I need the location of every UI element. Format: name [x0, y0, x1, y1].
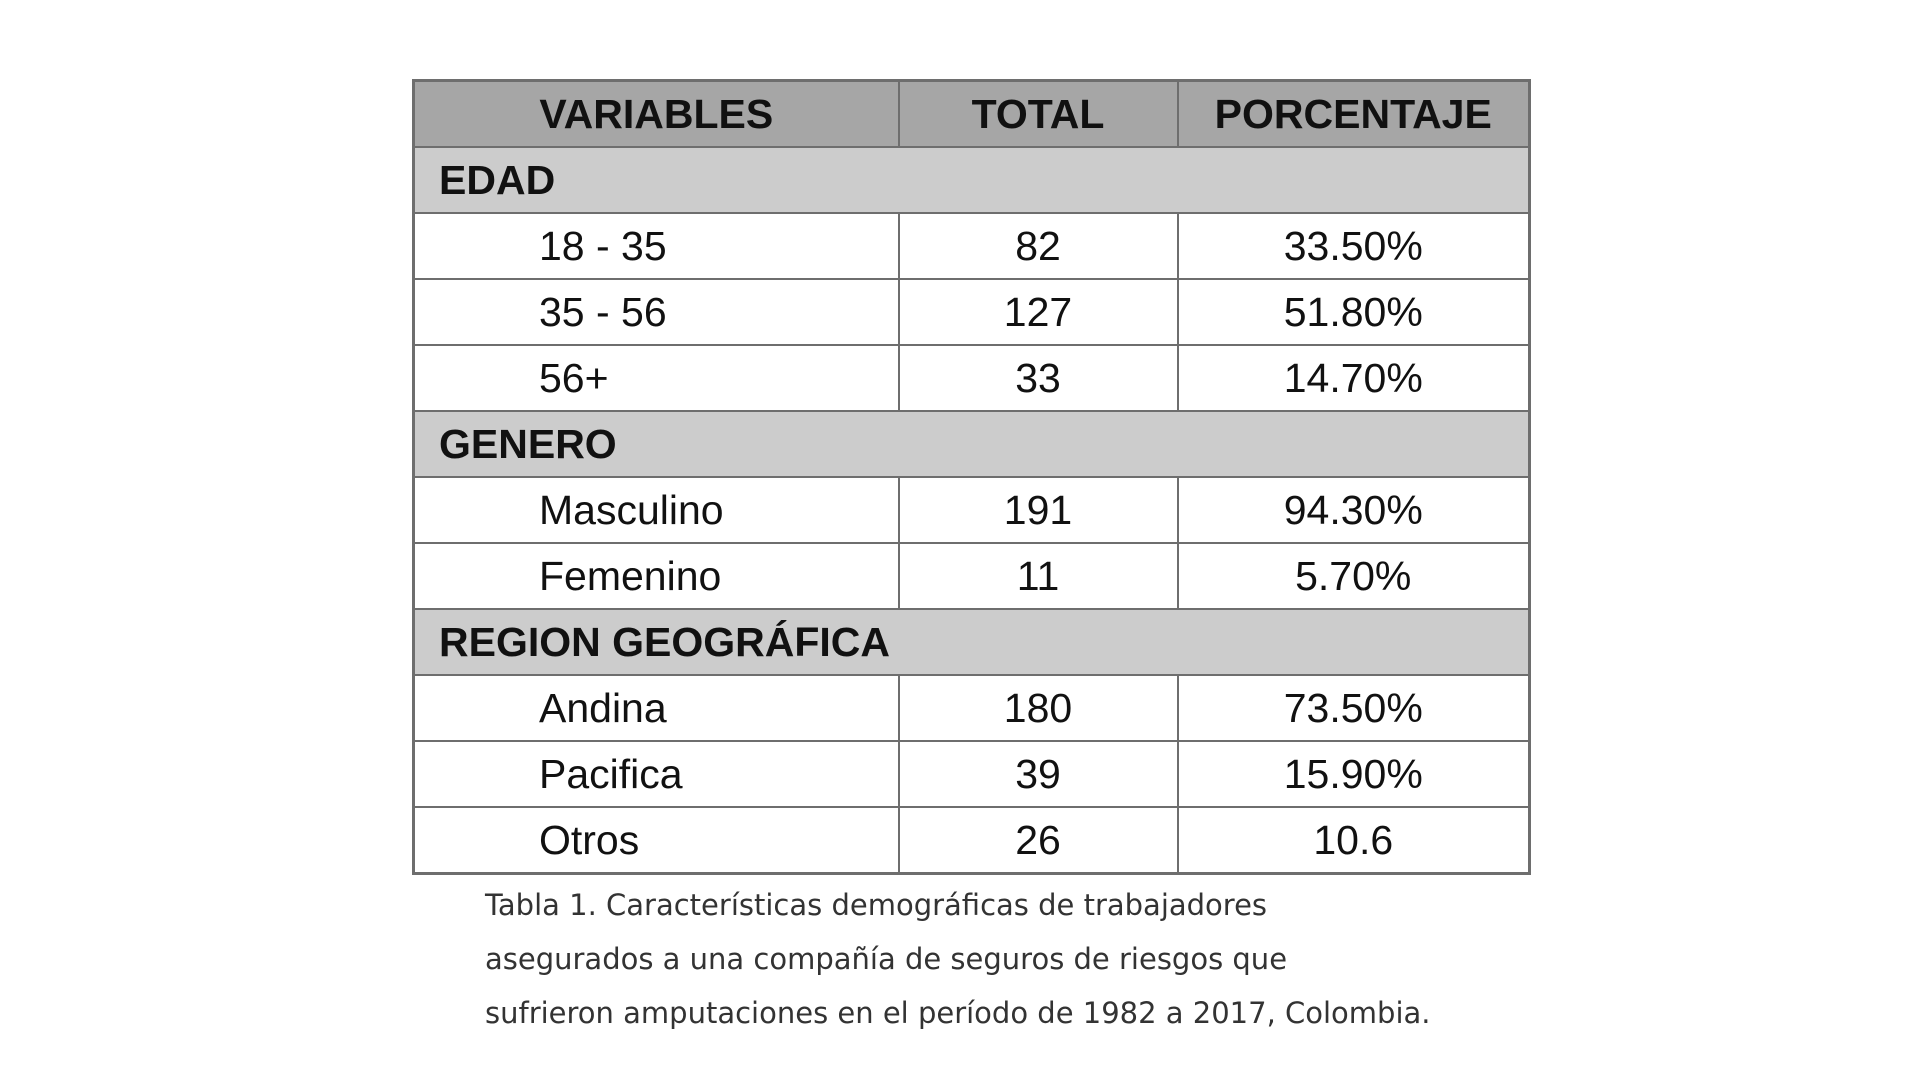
variable-label: 18 - 35 — [412, 212, 900, 280]
total-value: 180 — [897, 674, 1179, 742]
header-variables: VARIABLES — [412, 79, 900, 148]
variable-label: Andina — [412, 674, 900, 742]
percentage-value: 94.30% — [1176, 476, 1531, 544]
table-row: Andina 180 73.50% — [412, 674, 1531, 742]
variable-label: Femenino — [412, 542, 900, 610]
total-value: 33 — [897, 344, 1179, 412]
section-row-region: REGION GEOGRÁFICA — [412, 608, 1531, 676]
variable-label: Pacifica — [412, 740, 900, 808]
percentage-value: 5.70% — [1176, 542, 1531, 610]
total-value: 82 — [897, 212, 1179, 280]
total-value: 26 — [897, 806, 1179, 875]
percentage-value: 10.6 — [1176, 806, 1531, 875]
section-title: GENERO — [412, 410, 1531, 478]
total-value: 127 — [897, 278, 1179, 346]
percentage-value: 15.90% — [1176, 740, 1531, 808]
total-value: 11 — [897, 542, 1179, 610]
table-row: 35 - 56 127 51.80% — [412, 278, 1531, 346]
variable-label: 35 - 56 — [412, 278, 900, 346]
percentage-value: 51.80% — [1176, 278, 1531, 346]
table-row: Masculino 191 94.30% — [412, 476, 1531, 544]
variable-label: Otros — [412, 806, 900, 875]
table-row: Pacifica 39 15.90% — [412, 740, 1531, 808]
total-value: 39 — [897, 740, 1179, 808]
section-title: EDAD — [412, 146, 1531, 214]
table-row: 56+ 33 14.70% — [412, 344, 1531, 412]
variable-label: 56+ — [412, 344, 900, 412]
total-value: 191 — [897, 476, 1179, 544]
table-row: 18 - 35 82 33.50% — [412, 212, 1531, 280]
variable-label: Masculino — [412, 476, 900, 544]
table-row: Femenino 11 5.70% — [412, 542, 1531, 610]
section-row-genero: GENERO — [412, 410, 1531, 478]
caption-line: asegurados a una compañía de seguros de … — [485, 942, 1288, 976]
header-row: VARIABLES TOTAL PORCENTAJE — [412, 79, 1531, 148]
demographics-table-container: VARIABLES TOTAL PORCENTAJE EDAD 18 - 35 … — [412, 79, 1531, 875]
section-row-edad: EDAD — [412, 146, 1531, 214]
percentage-value: 73.50% — [1176, 674, 1531, 742]
caption-line: Tabla 1. Características demográficas de… — [485, 888, 1268, 922]
caption-line: sufrieron amputaciones en el período de … — [485, 996, 1431, 1030]
header-porcentaje: PORCENTAJE — [1176, 79, 1531, 148]
demographics-table: VARIABLES TOTAL PORCENTAJE EDAD 18 - 35 … — [412, 79, 1531, 875]
table-row: Otros 26 10.6 — [412, 806, 1531, 875]
percentage-value: 33.50% — [1176, 212, 1531, 280]
section-title: REGION GEOGRÁFICA — [412, 608, 1531, 676]
table-caption: Tabla 1. Características demográficas de… — [485, 878, 1585, 1040]
percentage-value: 14.70% — [1176, 344, 1531, 412]
header-total: TOTAL — [897, 79, 1179, 148]
